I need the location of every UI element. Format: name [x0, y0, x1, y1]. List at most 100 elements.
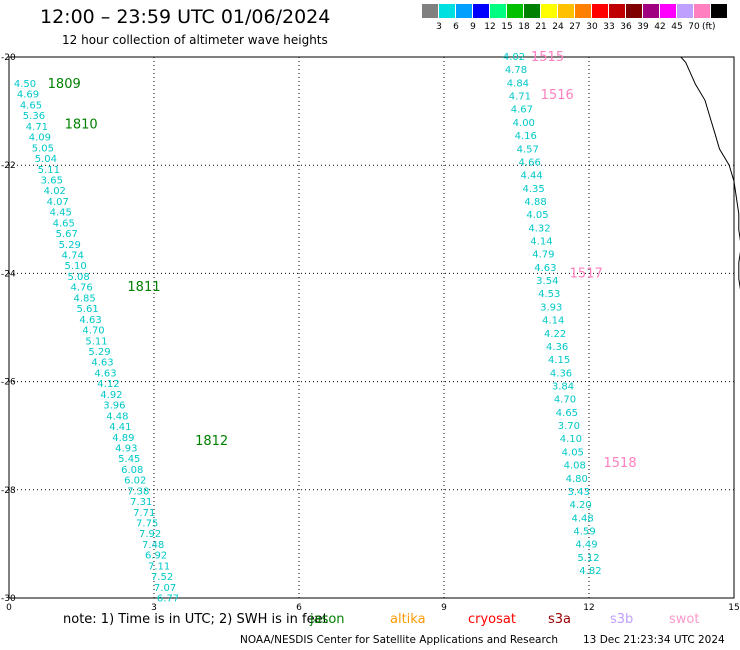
- satellite-tracks: 4.504.694.655.364.714.095.055.045.113.65…: [14, 50, 637, 605]
- wave-height-value: 5.61: [76, 304, 98, 315]
- wave-height-value: 3.54: [536, 276, 558, 287]
- wave-height-value: 4.05: [526, 210, 548, 221]
- wave-height-value: 4.00: [513, 118, 535, 129]
- wave-height-value: 6.77: [157, 594, 179, 605]
- wave-height-value: 6.08: [121, 465, 143, 476]
- wave-height-value: 4.45: [50, 208, 72, 219]
- scale-label: 9: [470, 22, 476, 32]
- footer-date: 13 Dec 21:23:34 UTC 2024: [583, 634, 725, 646]
- legend-item-swot: swot: [669, 612, 700, 627]
- wave-height-value: 7.71: [133, 508, 155, 519]
- wave-height-value: 4.44: [521, 171, 543, 182]
- wave-height-value: 7.38: [127, 486, 149, 497]
- wave-height-value: 3.43: [568, 487, 590, 498]
- wave-height-value: 4.57: [517, 144, 539, 155]
- scale-swatch: [524, 4, 540, 18]
- wave-height-value: 4.22: [544, 329, 566, 340]
- y-tick-label: -24: [1, 269, 16, 279]
- scale-label: 39: [637, 22, 649, 32]
- wave-height-value: 4.10: [560, 434, 582, 445]
- page-title: 12:00 – 23:59 UTC 01/06/2024: [40, 6, 331, 28]
- wave-height-value: 3.93: [540, 302, 562, 313]
- y-tick-label: -20: [1, 53, 16, 63]
- wave-height-value: 4.07: [47, 197, 69, 208]
- scale-label: 70: [688, 22, 700, 32]
- scale-label: 21: [535, 22, 547, 32]
- wave-height-value: 4.48: [571, 513, 593, 524]
- scale-label: 3: [436, 22, 442, 32]
- wave-height-value: 3.65: [41, 175, 63, 186]
- x-tick-label: 6: [296, 603, 302, 613]
- wave-height-value: 4.41: [109, 422, 131, 433]
- wave-height-value: 5.08: [68, 272, 90, 283]
- wave-height-value: 4.65: [53, 218, 75, 229]
- wave-height-value: 4.80: [566, 474, 588, 485]
- scale-swatch: [677, 4, 693, 18]
- wave-height-value: 5.12: [577, 553, 599, 564]
- wave-height-value: 3.84: [552, 382, 574, 393]
- wave-height-value: 4.15: [548, 355, 570, 366]
- wave-height-value: 4.12: [97, 379, 119, 390]
- wave-height-value: 5.36: [23, 111, 45, 122]
- wave-height-value: 4.09: [29, 133, 51, 144]
- pass-label: 1518: [604, 456, 637, 471]
- scale-swatch: [456, 4, 472, 18]
- wave-height-value: 4.32: [528, 223, 550, 234]
- wave-height-value: 4.05: [562, 447, 584, 458]
- pass-label: 1809: [48, 77, 81, 92]
- pass-label: 1812: [195, 434, 228, 449]
- scale-label: 42: [654, 22, 666, 32]
- wave-height-value: 4.76: [70, 283, 92, 294]
- scale-label: 45: [671, 22, 683, 32]
- wave-height-value: 4.20: [570, 500, 592, 511]
- y-tick-label: -22: [1, 161, 16, 171]
- scale-swatch: [558, 4, 574, 18]
- wave-height-value: 4.02: [503, 52, 525, 63]
- scale-swatch: [643, 4, 659, 18]
- wave-height-value: 4.69: [17, 90, 39, 101]
- y-tick-label: -28: [1, 486, 16, 496]
- wave-height-value: 5.10: [65, 261, 87, 272]
- scale-swatch: [575, 4, 591, 18]
- wave-height-value: 4.82: [579, 566, 601, 577]
- wave-height-value: 4.16: [515, 131, 537, 142]
- wave-height-value: 3.96: [103, 401, 125, 412]
- wave-height-value: 5.29: [59, 240, 81, 251]
- wave-height-value: 5.11: [38, 165, 60, 176]
- wave-height-value: 4.49: [575, 540, 597, 551]
- scale-swatch: [609, 4, 625, 18]
- scale-label: 24: [552, 22, 564, 32]
- pass-label: 1516: [541, 88, 574, 103]
- scale-label: 36: [620, 22, 632, 32]
- pass-label: 1811: [127, 280, 160, 295]
- wave-height-value: 6.02: [124, 476, 146, 487]
- wave-height-value: 4.85: [73, 293, 95, 304]
- wave-height-value: 4.84: [507, 78, 529, 89]
- legend-item-cryosat: cryosat: [468, 612, 516, 627]
- scale-swatch: [439, 4, 455, 18]
- x-tick-label: 15: [728, 603, 739, 613]
- coastline: [680, 56, 740, 290]
- wave-height-value: 7.07: [154, 583, 176, 594]
- wave-height-value: 7.48: [142, 540, 164, 551]
- plot-frame: [8, 56, 735, 599]
- scale-swatch: [541, 4, 557, 18]
- wave-height-value: 4.70: [82, 326, 104, 337]
- coastline-path: [680, 56, 740, 290]
- scale-label: 18: [518, 22, 530, 32]
- y-tick-label: -26: [1, 378, 16, 388]
- wave-height-value: 4.65: [20, 100, 42, 111]
- scale-swatch: [626, 4, 642, 18]
- wave-height-value: 7.75: [136, 519, 158, 530]
- wave-height-value: 4.59: [573, 526, 595, 537]
- wave-height-value: 4.14: [542, 316, 564, 327]
- wave-height-value: 5.04: [35, 154, 57, 165]
- map-grid: [8, 56, 735, 599]
- wave-height-value: 4.48: [106, 411, 128, 422]
- wave-height-value: 4.88: [524, 197, 546, 208]
- wave-height-value: 4.78: [505, 65, 527, 76]
- wave-height-value: 4.89: [112, 433, 134, 444]
- legend-item-s3a: s3a: [548, 612, 572, 627]
- wave-height-value: 4.79: [532, 250, 554, 261]
- x-tick-label: 0: [6, 603, 12, 613]
